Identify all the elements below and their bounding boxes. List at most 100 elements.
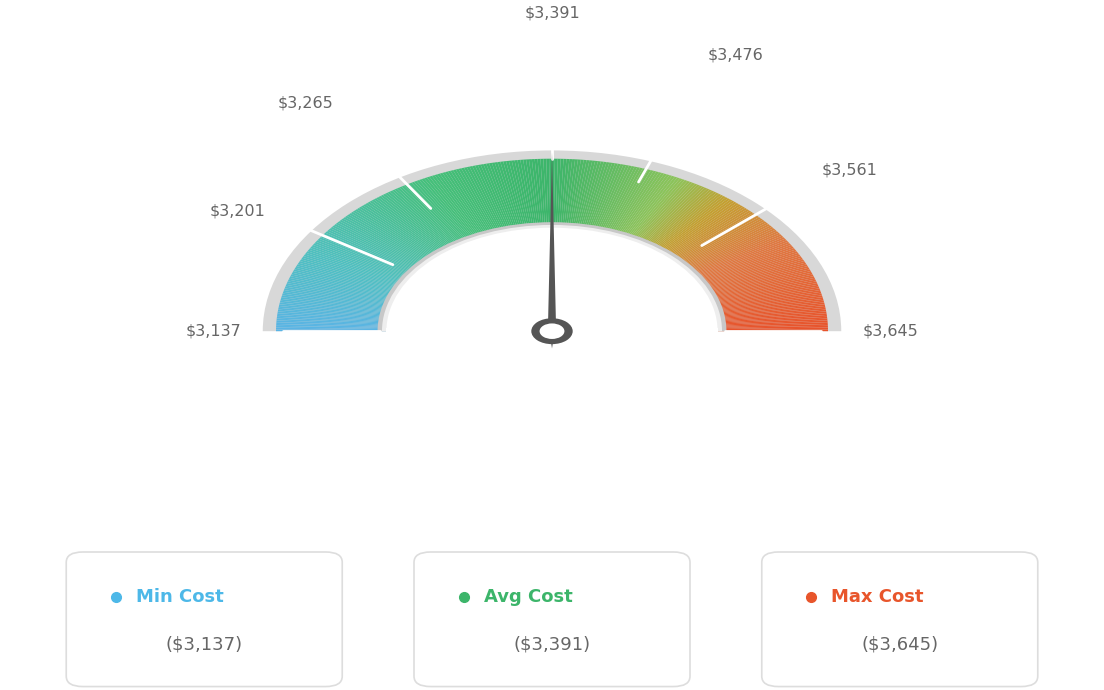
Wedge shape [365, 203, 442, 255]
Wedge shape [532, 159, 542, 228]
Wedge shape [691, 237, 785, 276]
Wedge shape [282, 293, 391, 310]
Wedge shape [558, 159, 563, 228]
Wedge shape [649, 192, 716, 248]
Wedge shape [549, 159, 552, 228]
Wedge shape [511, 160, 530, 229]
Wedge shape [319, 237, 413, 276]
Wedge shape [276, 319, 386, 325]
Wedge shape [670, 210, 751, 259]
Wedge shape [284, 290, 391, 308]
FancyBboxPatch shape [414, 552, 690, 687]
Wedge shape [714, 295, 822, 310]
Wedge shape [394, 188, 459, 246]
Wedge shape [484, 164, 512, 231]
Wedge shape [716, 317, 827, 324]
Wedge shape [692, 240, 788, 277]
Wedge shape [277, 311, 388, 320]
Wedge shape [526, 159, 538, 228]
Wedge shape [716, 311, 827, 320]
Wedge shape [605, 168, 643, 233]
Wedge shape [702, 259, 804, 289]
Wedge shape [656, 197, 728, 251]
Wedge shape [586, 162, 613, 230]
Wedge shape [295, 268, 399, 294]
Wedge shape [456, 169, 496, 234]
Wedge shape [396, 188, 460, 246]
Wedge shape [279, 302, 389, 315]
Wedge shape [316, 240, 412, 277]
Wedge shape [623, 175, 672, 238]
Wedge shape [518, 160, 533, 228]
Wedge shape [343, 217, 427, 264]
Wedge shape [716, 310, 826, 319]
Wedge shape [320, 236, 414, 275]
Wedge shape [406, 184, 466, 244]
Wedge shape [503, 161, 524, 229]
Wedge shape [514, 160, 531, 228]
Wedge shape [299, 261, 401, 290]
Wedge shape [700, 255, 800, 286]
Wedge shape [280, 299, 390, 313]
Wedge shape [506, 161, 527, 229]
Wedge shape [602, 166, 637, 233]
Wedge shape [582, 161, 604, 230]
Wedge shape [310, 246, 407, 282]
Wedge shape [574, 160, 593, 229]
Wedge shape [322, 234, 415, 274]
Wedge shape [489, 163, 516, 230]
Text: ($3,645): ($3,645) [861, 635, 938, 653]
Wedge shape [704, 263, 806, 291]
Wedge shape [640, 186, 702, 244]
Wedge shape [566, 159, 578, 228]
Wedge shape [711, 283, 818, 304]
Wedge shape [598, 166, 631, 232]
Wedge shape [279, 304, 389, 316]
Wedge shape [618, 173, 665, 237]
Wedge shape [422, 178, 476, 240]
Wedge shape [577, 161, 598, 229]
Wedge shape [280, 301, 389, 314]
Wedge shape [709, 276, 815, 299]
Wedge shape [592, 164, 620, 231]
Wedge shape [326, 231, 417, 272]
Wedge shape [700, 253, 799, 285]
Wedge shape [461, 168, 499, 233]
Wedge shape [278, 310, 388, 319]
Wedge shape [673, 215, 757, 262]
Wedge shape [429, 176, 480, 239]
Wedge shape [529, 159, 540, 228]
Wedge shape [381, 195, 450, 250]
Wedge shape [448, 171, 491, 235]
Wedge shape [559, 159, 566, 228]
Wedge shape [538, 159, 545, 228]
Wedge shape [302, 256, 403, 287]
Wedge shape [432, 175, 481, 238]
Wedge shape [297, 264, 400, 292]
Wedge shape [626, 177, 677, 239]
Wedge shape [480, 164, 511, 231]
Circle shape [540, 324, 564, 339]
Wedge shape [631, 180, 688, 241]
Wedge shape [599, 166, 635, 233]
Wedge shape [368, 201, 443, 255]
Wedge shape [283, 292, 391, 308]
Wedge shape [627, 177, 680, 239]
Wedge shape [414, 181, 470, 241]
Wedge shape [709, 275, 814, 298]
Wedge shape [666, 206, 743, 257]
Wedge shape [697, 248, 795, 282]
Wedge shape [688, 233, 781, 273]
Wedge shape [552, 159, 555, 228]
Wedge shape [650, 193, 719, 249]
Wedge shape [684, 228, 775, 270]
Wedge shape [705, 266, 808, 293]
Wedge shape [402, 186, 464, 244]
Wedge shape [298, 263, 400, 291]
Wedge shape [372, 199, 445, 253]
Wedge shape [659, 199, 732, 253]
Wedge shape [509, 161, 528, 229]
Wedge shape [300, 259, 402, 289]
Wedge shape [711, 282, 817, 302]
Wedge shape [288, 278, 394, 300]
